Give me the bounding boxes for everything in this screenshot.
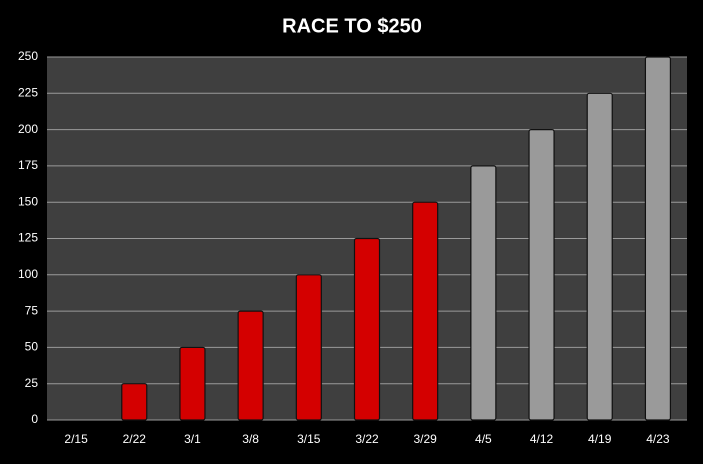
y-tick-label: 150 (18, 194, 38, 208)
bar (237, 310, 264, 421)
x-tick-label: 4/5 (475, 432, 492, 446)
bar (586, 92, 613, 421)
y-tick-label: 200 (18, 122, 38, 136)
y-tick-label: 25 (25, 376, 39, 390)
bar (295, 274, 322, 421)
x-tick-label: 3/29 (414, 432, 438, 446)
bar (644, 56, 672, 421)
y-tick-label: 175 (18, 158, 38, 172)
y-tick-label: 0 (31, 412, 38, 426)
x-tick-label: 3/1 (184, 432, 201, 446)
x-tick-label: 3/8 (242, 432, 259, 446)
bar (179, 346, 206, 421)
bar (412, 201, 439, 421)
x-tick-label: 3/15 (297, 432, 321, 446)
y-tick-label: 75 (25, 303, 39, 317)
chart-title: RACE TO $250 (282, 15, 422, 37)
y-tick-label: 100 (18, 267, 38, 281)
bar (470, 165, 497, 421)
x-tick-label: 2/15 (64, 432, 88, 446)
bar (528, 129, 555, 421)
y-tick-label: 250 (18, 49, 38, 63)
bar (121, 383, 148, 421)
y-tick-label: 225 (18, 85, 38, 99)
y-tick-label: 125 (18, 231, 38, 245)
x-tick-label: 4/19 (588, 432, 612, 446)
x-tick-label: 4/12 (530, 432, 554, 446)
x-tick-label: 3/22 (355, 432, 379, 446)
y-tick-label: 50 (25, 340, 39, 354)
x-tick-label: 2/22 (123, 432, 147, 446)
x-tick-label: 4/23 (646, 432, 670, 446)
bar (353, 237, 381, 421)
